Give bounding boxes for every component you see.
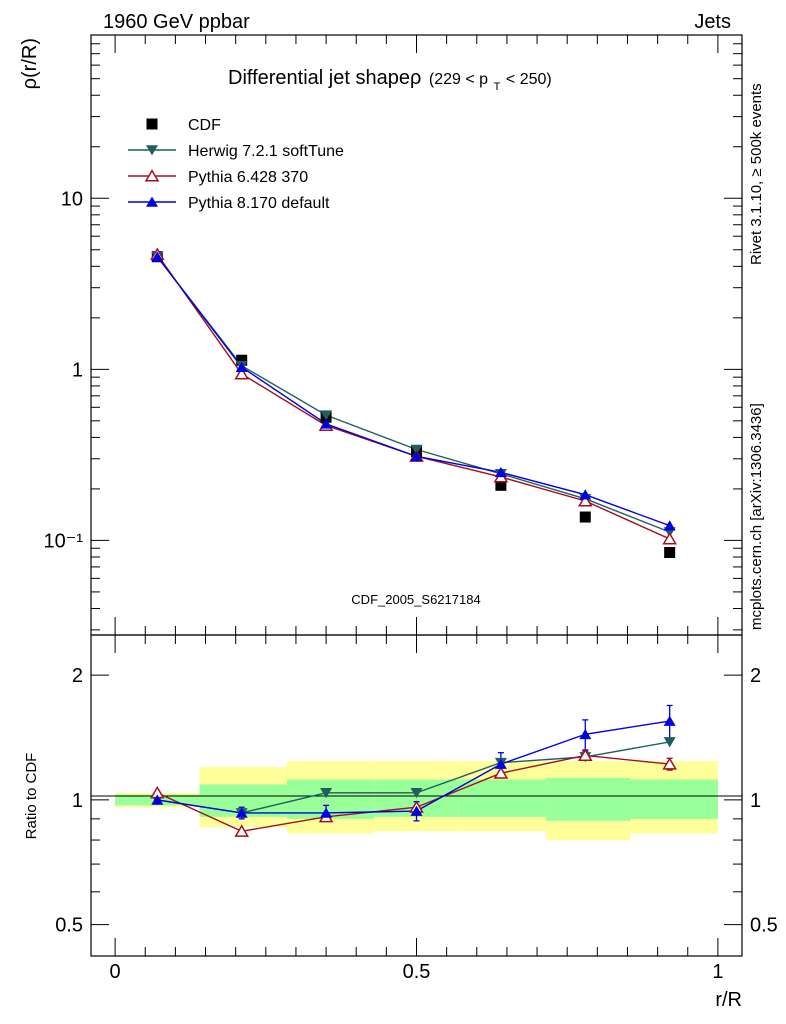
ratio-xtick-label: 0 [110, 961, 121, 983]
ratio-ytick-label-left: 2 [72, 665, 83, 687]
point-pythia8 [410, 450, 423, 462]
ratio-point-pythia8 [494, 758, 507, 769]
legend-label-pythia6: Pythia 6.428 370 [188, 169, 308, 186]
point-pythia8 [235, 361, 248, 372]
ratio-point-pythia8 [235, 807, 248, 818]
point-pythia8 [320, 418, 333, 429]
ratio-point-pythia6 [662, 757, 677, 770]
ratio-ytick-label-right: 2 [750, 665, 761, 687]
ratio-point-pythia8 [410, 805, 423, 816]
legend-label-pythia8: Pythia 8.170 default [188, 195, 330, 212]
ratio-ytick-label-right: 0.5 [750, 915, 778, 937]
point-cdf [664, 546, 676, 558]
ratio-point-herwig [410, 788, 423, 799]
main-title-range: (229 < p [429, 71, 488, 88]
point-cdf [236, 354, 248, 366]
series-line-herwig [156, 256, 670, 533]
point-pythia8 [494, 466, 507, 478]
point-pythia6 [577, 494, 593, 507]
ratio-frame [90, 634, 743, 957]
legend-marker-herwig [146, 145, 158, 156]
ratio-axis-ticks: 0.5 0.5 1 1 2 2 0 0.5 1 [55, 635, 778, 983]
series-line-pythia8 [156, 256, 670, 527]
main-title: Differential jet shapeρ (229 < p T < 250… [228, 67, 552, 95]
legend-marker-pythia8 [146, 196, 158, 207]
header-left-label: 1960 GeV ppbar [103, 11, 250, 33]
ratio-xtick-label: 0.5 [403, 961, 431, 983]
point-pythia8 [579, 489, 592, 500]
header-right-label: Jets [694, 11, 731, 33]
legend-label-cdf: CDF [188, 117, 221, 134]
point-cdf [495, 479, 507, 491]
ratio-point-herwig [663, 737, 676, 748]
legend: CDF Herwig 7.2.1 softTune Pythia 6.428 370… [128, 117, 344, 212]
band-inner [546, 777, 631, 821]
ratio-point-pythia8 [320, 807, 333, 818]
ratio-ytick-label-right: 1 [750, 790, 761, 812]
ratio-xtick-label: 1 [712, 961, 723, 983]
main-title-range-end: < 250) [506, 71, 552, 88]
point-pythia6 [234, 367, 250, 380]
point-pythia8 [151, 251, 164, 262]
main-ylabel: ρ(r/R) [19, 38, 41, 89]
ratio-point-pythia8 [663, 715, 676, 726]
ratio-ytick-label-left: 1 [72, 790, 83, 812]
ratio-point-herwig [320, 788, 333, 799]
ratio-point-pythia8 [151, 794, 164, 805]
ratio-point-pythia8 [579, 728, 592, 740]
ratio-ytick-label-left: 0.5 [55, 915, 83, 937]
ratio-series-layer [149, 704, 677, 837]
main-series-layer [149, 247, 677, 558]
point-pythia6 [662, 532, 677, 545]
ratio-ylabel: Ratio to CDF [23, 753, 40, 840]
watermark-label: CDF_2005_S6217184 [351, 592, 480, 607]
ratio-point-pythia6 [577, 748, 593, 762]
band-inner [458, 779, 547, 817]
main-ytick-label: 1 [72, 359, 83, 381]
point-cdf [579, 511, 591, 523]
legend-marker-pythia6 [144, 169, 160, 182]
ratio-point-pythia6 [493, 766, 509, 779]
main-panel: 10⁻¹ 1 10 ρ(r/R) Differential jet shapeρ (… [19, 34, 743, 636]
main-axis-ticks: 10⁻¹ 1 10 [44, 34, 742, 635]
legend-marker-cdf [146, 118, 158, 130]
mcplots-side-label: mcplots.cern.ch [arXiv:1306.3436] [748, 403, 765, 630]
main-title-subscript: T [494, 81, 501, 93]
main-ytick-label: 10⁻¹ [44, 530, 84, 552]
series-line-pythia6 [156, 253, 670, 540]
rivet-side-label: Rivet 3.1.10, ≥ 500k events [748, 83, 765, 265]
point-herwig [320, 410, 333, 421]
ratio-point-pythia6 [234, 824, 250, 837]
main-ytick-label: 10 [61, 188, 83, 210]
band-inner [630, 779, 718, 819]
x-axis-label: r/R [715, 989, 742, 1011]
main-title-text: Differential jet shapeρ [228, 67, 421, 89]
legend-label-herwig: Herwig 7.2.1 softTune [188, 143, 344, 160]
point-pythia8 [663, 520, 676, 531]
ratio-panel: 0.5 0.5 1 1 2 2 0 0.5 1 Ratio to CDF r/R [23, 634, 778, 1011]
